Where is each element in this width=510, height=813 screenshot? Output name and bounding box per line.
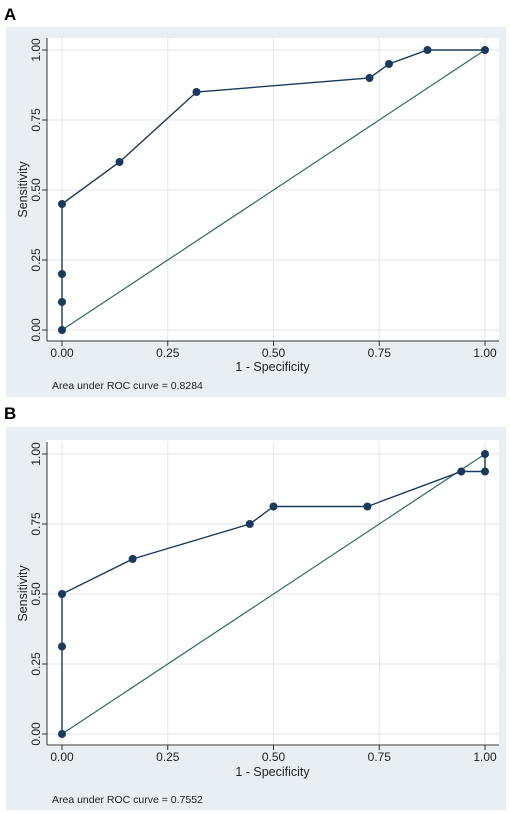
- panel-a-x-axis-title: 1 - Specificity: [235, 360, 310, 374]
- panel-a-points: [58, 46, 489, 334]
- panel-b-y-tick-label: 1.00: [29, 442, 43, 466]
- panel-a-roc-point: [423, 46, 432, 54]
- panel-a-y-tick-label: 0.75: [29, 108, 43, 132]
- panel-b-x-tick-label: 0.50: [262, 750, 286, 764]
- panel-a-roc-point: [365, 74, 374, 82]
- panel-a-roc-point: [58, 270, 66, 278]
- panel-a-y-tick-label: 0.25: [29, 248, 43, 272]
- panel-a-roc-point: [58, 200, 66, 208]
- panel-b-roc-point: [245, 520, 254, 528]
- panel-b-points: [58, 450, 489, 738]
- panel-b-y-axis-title: Sensitivity: [16, 565, 30, 622]
- panel-a-x-tick-label: 0.75: [368, 346, 392, 360]
- panel-b-roc-curve: [61, 454, 486, 734]
- panel-b-tick-labels: 0.00 0.25 0.50 0.75 1.00 0.00 0.25 0.50 0.75 1.00: [29, 442, 497, 764]
- panel-a-roc-curve: [61, 49, 485, 330]
- panel-b-y-tick-label: 0.25: [29, 652, 43, 676]
- panel-b-y-tick-label: 0.50: [29, 582, 43, 606]
- panel-b-x-tick-label: 0.75: [368, 750, 392, 764]
- panel-a-roc-point: [58, 298, 66, 306]
- panel-a-tick-labels: 0.00 0.25 0.50 0.75 1.00 0.00 0.25 0.50 0.75 1.00: [29, 38, 497, 360]
- panel-b-roc-point: [128, 555, 137, 563]
- panel-a-y-tick-label: 1.00: [29, 38, 43, 62]
- panel-b-roc-point: [58, 590, 66, 598]
- panel-b-y-tick-label: 0.75: [29, 512, 43, 536]
- panel-b-roc-point: [58, 730, 66, 738]
- panel-b-x-tick-label: 1.00: [473, 750, 497, 764]
- panel-a-x-tick-label: 1.00: [473, 346, 497, 360]
- panel-b-roc-point: [481, 467, 489, 476]
- panel-a-roc-point: [115, 158, 124, 166]
- panel-a-x-tick-label: 0.25: [156, 346, 180, 360]
- panel-b-roc-point: [269, 502, 278, 511]
- panel-b-x-axis-title: 1 - Specificity: [235, 765, 310, 779]
- panel-a-auc-note: Area under ROC curve = 0.8284: [52, 380, 203, 392]
- panel-b-y-tick-label: 0.00: [29, 722, 43, 746]
- panel-a: A 0.00 0.25 0.50 0.75 1.00 0.00 0.25 0.50 0.75 1.…: [4, 5, 506, 397]
- panel-b-x-tick-label: 0.00: [50, 750, 74, 764]
- panel-a-y-tick-label: 0.00: [29, 318, 43, 342]
- panel-b-label: B: [4, 404, 16, 423]
- panel-b-reference-line: [61, 453, 486, 735]
- panel-a-x-tick-label: 0.50: [262, 346, 286, 360]
- panel-a-x-tick-label: 0.00: [50, 346, 74, 360]
- panel-b-roc-point: [481, 450, 489, 458]
- panel-a-label: A: [4, 5, 16, 24]
- panel-a-roc-point: [58, 326, 66, 334]
- panel-b: B 0.00 0.25 0.50 0.75 1.00 0.00 0.25 0.50 0.75 1.…: [4, 404, 506, 810]
- panel-b-roc-point: [363, 502, 372, 511]
- panel-b-auc-note: Area under ROC curve = 0.7552: [52, 794, 203, 806]
- panel-a-y-axis-title: Sensitivity: [16, 161, 30, 218]
- panel-b-x-tick-label: 0.25: [156, 750, 180, 764]
- panel-a-reference-line: [61, 49, 486, 331]
- panel-a-roc-point: [192, 88, 201, 96]
- panel-b-roc-point: [457, 467, 466, 476]
- panel-a-y-tick-label: 0.50: [29, 178, 43, 202]
- panel-a-roc-point: [481, 46, 489, 54]
- panel-b-roc-point: [58, 642, 66, 651]
- panel-a-roc-point: [384, 60, 393, 68]
